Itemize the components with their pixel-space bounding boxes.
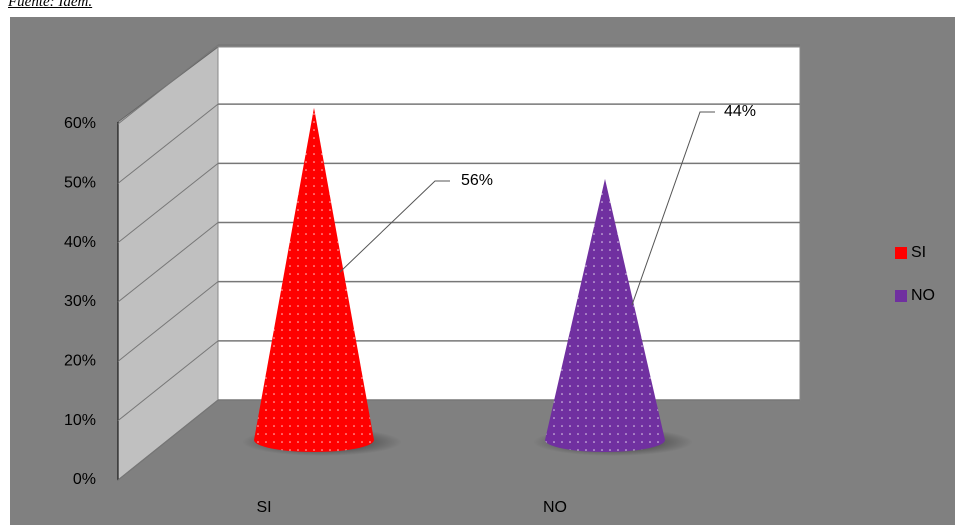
side-grid-line bbox=[117, 44, 219, 125]
leader-line bbox=[339, 180, 450, 273]
side-grid-line bbox=[117, 340, 219, 422]
x-tick-label: SI bbox=[256, 499, 271, 516]
y-tick-label: 40% bbox=[64, 234, 96, 251]
side-grid-line bbox=[117, 281, 219, 362]
y-tick-label: 60% bbox=[64, 115, 96, 132]
data-label: 56% bbox=[461, 172, 493, 189]
source-note: Fuente: Idem. bbox=[8, 0, 93, 10]
y-tick-label: 10% bbox=[64, 412, 96, 429]
side-grid-line bbox=[117, 103, 219, 184]
x-tick-label: NO bbox=[543, 499, 567, 516]
legend-swatch bbox=[895, 247, 907, 259]
legend-label: NO bbox=[911, 287, 935, 304]
side-grid-line bbox=[117, 222, 219, 303]
y-tick-label: 50% bbox=[64, 175, 96, 192]
legend-swatch bbox=[895, 290, 907, 302]
y-tick-label: 20% bbox=[64, 353, 96, 370]
side-grid-line bbox=[117, 162, 219, 244]
leader-line bbox=[631, 111, 715, 306]
cone-texture bbox=[545, 178, 665, 452]
cone-texture bbox=[254, 107, 374, 452]
side-grid-line bbox=[117, 399, 219, 481]
data-label: 44% bbox=[724, 103, 756, 120]
y-tick-label: 30% bbox=[64, 293, 96, 310]
legend-label: SI bbox=[911, 244, 926, 261]
y-tick-label: 0% bbox=[73, 471, 96, 488]
